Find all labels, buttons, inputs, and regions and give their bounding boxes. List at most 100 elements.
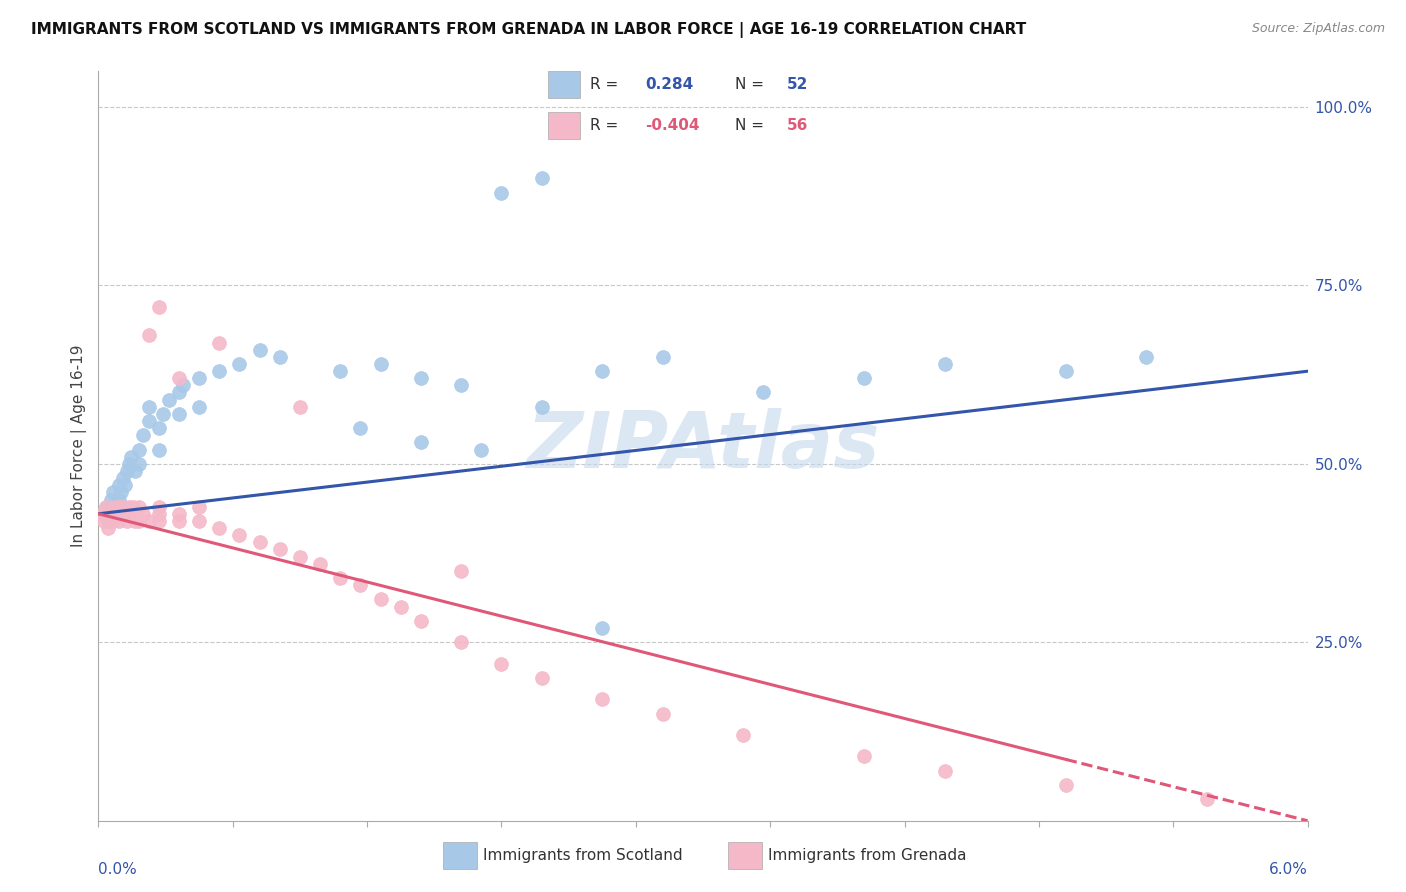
Point	[228, 528, 250, 542]
Point	[114, 478, 136, 492]
FancyBboxPatch shape	[548, 112, 581, 139]
Point	[208, 521, 231, 535]
Text: N =: N =	[735, 118, 765, 133]
FancyBboxPatch shape	[728, 842, 762, 869]
Point	[138, 414, 160, 428]
Point	[118, 457, 141, 471]
Point	[107, 478, 129, 492]
Point	[188, 371, 211, 385]
Point	[208, 335, 231, 350]
Point	[101, 514, 124, 528]
Text: 6.0%: 6.0%	[1268, 862, 1308, 877]
Text: 0.284: 0.284	[645, 77, 693, 92]
Point	[591, 621, 613, 635]
Point	[111, 471, 134, 485]
Point	[152, 407, 174, 421]
Text: Immigrants from Scotland: Immigrants from Scotland	[484, 848, 683, 863]
Point	[121, 500, 143, 514]
Point	[115, 514, 138, 528]
Point	[370, 357, 392, 371]
Point	[107, 492, 129, 507]
Point	[101, 485, 124, 500]
Point	[138, 328, 160, 343]
Point	[853, 749, 876, 764]
Point	[128, 457, 150, 471]
Point	[530, 671, 553, 685]
Point	[167, 507, 190, 521]
Point	[103, 507, 125, 521]
Text: 0.0%: 0.0%	[98, 862, 138, 877]
Point	[309, 557, 332, 571]
Point	[349, 578, 371, 592]
Point	[124, 464, 146, 478]
Point	[249, 535, 271, 549]
Point	[107, 514, 129, 528]
Point	[934, 764, 956, 778]
Point	[934, 357, 956, 371]
Text: IMMIGRANTS FROM SCOTLAND VS IMMIGRANTS FROM GRENADA IN LABOR FORCE | AGE 16-19 C: IMMIGRANTS FROM SCOTLAND VS IMMIGRANTS F…	[31, 22, 1026, 38]
Point	[329, 364, 352, 378]
Point	[491, 657, 513, 671]
Point	[107, 500, 129, 514]
Point	[100, 492, 122, 507]
Point	[105, 507, 128, 521]
Point	[97, 514, 120, 528]
Point	[111, 500, 134, 514]
Point	[470, 442, 492, 457]
Point	[450, 564, 472, 578]
Point	[288, 400, 311, 414]
Point	[450, 378, 472, 392]
Point	[148, 514, 170, 528]
Point	[208, 364, 231, 378]
Text: ZIPAtlas: ZIPAtlas	[526, 408, 880, 484]
Point	[188, 500, 211, 514]
Point	[138, 514, 160, 528]
Point	[188, 514, 211, 528]
Text: Source: ZipAtlas.com: Source: ZipAtlas.com	[1251, 22, 1385, 36]
Point	[120, 507, 142, 521]
Point	[148, 507, 170, 521]
Point	[96, 500, 118, 514]
Point	[349, 421, 371, 435]
Point	[591, 364, 613, 378]
Point	[491, 186, 513, 200]
Point	[120, 450, 142, 464]
Point	[138, 400, 160, 414]
Point	[329, 571, 352, 585]
Point	[530, 171, 553, 186]
Text: R =: R =	[591, 77, 619, 92]
Point	[733, 728, 755, 742]
Point	[115, 464, 138, 478]
Point	[370, 592, 392, 607]
Point	[752, 385, 775, 400]
Y-axis label: In Labor Force | Age 16-19: In Labor Force | Age 16-19	[72, 344, 87, 548]
Point	[389, 599, 412, 614]
Point	[96, 500, 118, 514]
Point	[409, 435, 432, 450]
Point	[188, 400, 211, 414]
Point	[128, 514, 150, 528]
Point	[132, 507, 155, 521]
Point	[148, 421, 170, 435]
Point	[167, 385, 190, 400]
Point	[110, 507, 132, 521]
Point	[118, 500, 141, 514]
Point	[269, 350, 291, 364]
Point	[228, 357, 250, 371]
Point	[91, 507, 114, 521]
Point	[132, 428, 155, 442]
Point	[167, 407, 190, 421]
Point	[172, 378, 194, 392]
Point	[103, 500, 125, 514]
Point	[114, 507, 136, 521]
Point	[105, 500, 128, 514]
Text: 56: 56	[787, 118, 808, 133]
Point	[128, 442, 150, 457]
Point	[591, 692, 613, 706]
Point	[128, 500, 150, 514]
Point	[1195, 792, 1218, 806]
Text: Immigrants from Grenada: Immigrants from Grenada	[768, 848, 966, 863]
Point	[651, 350, 673, 364]
FancyBboxPatch shape	[548, 71, 581, 98]
Text: -0.404: -0.404	[645, 118, 699, 133]
